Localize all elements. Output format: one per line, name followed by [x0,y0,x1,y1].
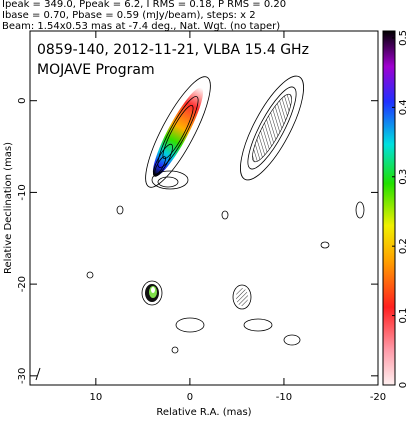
y-tick-label: -30 [17,368,28,384]
colorbar-tick-label: 0 [398,382,409,388]
y-axis-label: Relative Declination (mas) [3,142,14,274]
x-tick-label: -10 [276,392,292,403]
y-tick-label: 0 [17,98,28,104]
x-tick-label: 10 [89,392,102,403]
y-tick-label: -20 [17,276,28,292]
x-axis-label: Relative R.A. (mas) [156,407,251,418]
chart-subtitle: MOJAVE Program [37,62,155,78]
colorbar [382,30,396,386]
chart-title: 0859-140, 2012-11-21, VLBA 15.4 GHz [37,42,309,58]
colorbar-tick-label: 0.1 [398,308,409,324]
colorbar-tick-label: 0.4 [398,99,409,115]
plot-frame [29,30,379,386]
y-tick-label: -10 [17,184,28,200]
x-tick-label: -20 [370,392,386,403]
colorbar-tick-label: 0.2 [398,238,409,254]
header-line: Beam: 1.54x0.53 mas at -7.4 deg., Nat. W… [2,21,280,32]
x-tick-label: 0 [187,392,193,403]
colorbar-tick-label: 0.5 [398,30,409,46]
source-image [35,75,365,381]
header-line: Ibase = 0.70, Pbase = 0.59 (mJy/beam), s… [2,10,256,21]
header-line: Ipeak = 349.0, Ppeak = 6.2, I RMS = 0.18… [2,0,286,10]
colorbar-tick-label: 0.3 [398,169,409,185]
